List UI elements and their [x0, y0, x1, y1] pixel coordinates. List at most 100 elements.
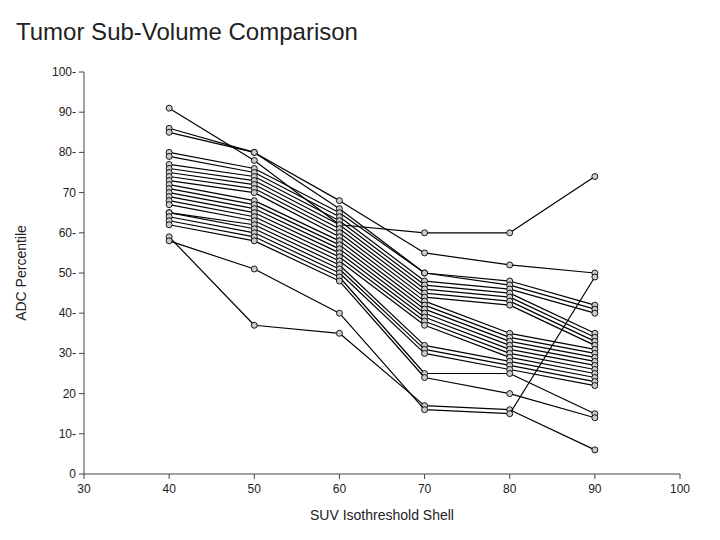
- series-line: [169, 177, 595, 346]
- y-tick-label: 20: [63, 387, 77, 401]
- series-marker: [251, 266, 257, 272]
- series-line: [169, 221, 595, 414]
- y-tick: [79, 192, 84, 193]
- series-marker: [336, 330, 342, 336]
- series-marker: [592, 383, 598, 389]
- series-marker: [422, 270, 428, 276]
- series-marker: [251, 238, 257, 244]
- series-marker: [166, 222, 172, 228]
- y-tick-label: 60-: [59, 226, 76, 240]
- y-tick-label: 0: [69, 467, 76, 481]
- series-marker: [422, 270, 428, 276]
- series-marker: [422, 322, 428, 328]
- x-tick: [84, 474, 85, 479]
- series-marker: [422, 250, 428, 256]
- y-tick: [79, 72, 84, 73]
- x-tick: [424, 474, 425, 479]
- series: [166, 222, 598, 421]
- y-tick: [79, 112, 84, 113]
- x-tick-label: 50: [248, 482, 262, 496]
- series: [166, 161, 598, 336]
- y-tick: [79, 474, 84, 475]
- series: [166, 210, 598, 381]
- y-tick: [79, 393, 84, 394]
- series-marker: [166, 238, 172, 244]
- chart-svg: Tumor Sub-Volume Comparison 30 40 50 60 70 80 9…: [0, 0, 720, 540]
- series-marker: [422, 375, 428, 381]
- series-line: [169, 185, 595, 354]
- axes: 30405060708090100010-2030-40-50-60-7080-…: [52, 65, 690, 496]
- series-line: [169, 173, 595, 342]
- series-marker: [251, 190, 257, 196]
- series-line: [169, 189, 595, 358]
- y-axis-label: ADC Percentile: [13, 225, 29, 321]
- series-line: [169, 181, 595, 350]
- series-line: [169, 205, 595, 374]
- series-marker: [592, 310, 598, 316]
- y-tick-label: 90-: [59, 105, 76, 119]
- series-marker: [507, 262, 513, 268]
- x-tick-label: 70: [418, 482, 432, 496]
- chart-title: Tumor Sub-Volume Comparison: [16, 18, 358, 45]
- series-marker: [592, 274, 598, 280]
- y-tick-label: 40-: [59, 306, 76, 320]
- x-axis-label: SUV Isothreshold Shell: [310, 507, 454, 523]
- series-marker: [592, 174, 598, 180]
- x-tick: [339, 474, 340, 479]
- series-line: [169, 108, 595, 233]
- x-tick: [509, 474, 510, 479]
- series-marker: [507, 230, 513, 236]
- series-marker: [251, 322, 257, 328]
- series-marker: [336, 278, 342, 284]
- series-line: [169, 237, 595, 450]
- x-tick-label: 40: [162, 482, 176, 496]
- series-line: [169, 201, 595, 370]
- y-tick-label: 70: [63, 186, 77, 200]
- series: [166, 194, 598, 369]
- plot-data: [166, 105, 598, 453]
- series-line: [169, 132, 595, 305]
- y-tick-label: 30-: [59, 346, 76, 360]
- y-tick: [79, 273, 84, 274]
- series-marker: [422, 230, 428, 236]
- series-line: [169, 225, 595, 418]
- series: [166, 153, 598, 316]
- y-tick: [79, 433, 84, 434]
- series-line: [169, 193, 595, 362]
- series-line: [169, 217, 595, 386]
- series-line: [169, 241, 595, 414]
- series-marker: [422, 350, 428, 356]
- x-tick-label: 80: [503, 482, 517, 496]
- x-tick: [169, 474, 170, 479]
- y-tick-label: 50-: [59, 266, 76, 280]
- series-marker: [336, 310, 342, 316]
- x-tick-label: 90: [588, 482, 602, 496]
- chart-container: Tumor Sub-Volume Comparison 30 40 50 60 70 80 9…: [0, 0, 720, 540]
- x-axis-line: [84, 474, 680, 475]
- series-marker: [166, 153, 172, 159]
- y-tick-label: 80-: [59, 145, 76, 159]
- series-marker: [507, 411, 513, 417]
- y-tick: [79, 232, 84, 233]
- series: [166, 218, 598, 417]
- y-tick: [79, 152, 84, 153]
- series-marker: [507, 391, 513, 397]
- y-tick-label: 100-: [52, 65, 76, 79]
- series: [166, 165, 598, 340]
- series-marker: [251, 149, 257, 155]
- series: [166, 238, 598, 417]
- series-marker: [507, 371, 513, 377]
- series-marker: [166, 202, 172, 208]
- x-tick-label: 100: [670, 482, 690, 496]
- y-tick: [79, 313, 84, 314]
- series-marker: [166, 105, 172, 111]
- x-tick-label: 60: [333, 482, 347, 496]
- series: [166, 234, 598, 453]
- x-tick: [594, 474, 595, 479]
- x-tick-label: 30: [77, 482, 91, 496]
- x-tick: [680, 474, 681, 479]
- series-marker: [166, 129, 172, 135]
- series-marker: [251, 157, 257, 163]
- series-marker: [507, 302, 513, 308]
- series: [166, 149, 598, 312]
